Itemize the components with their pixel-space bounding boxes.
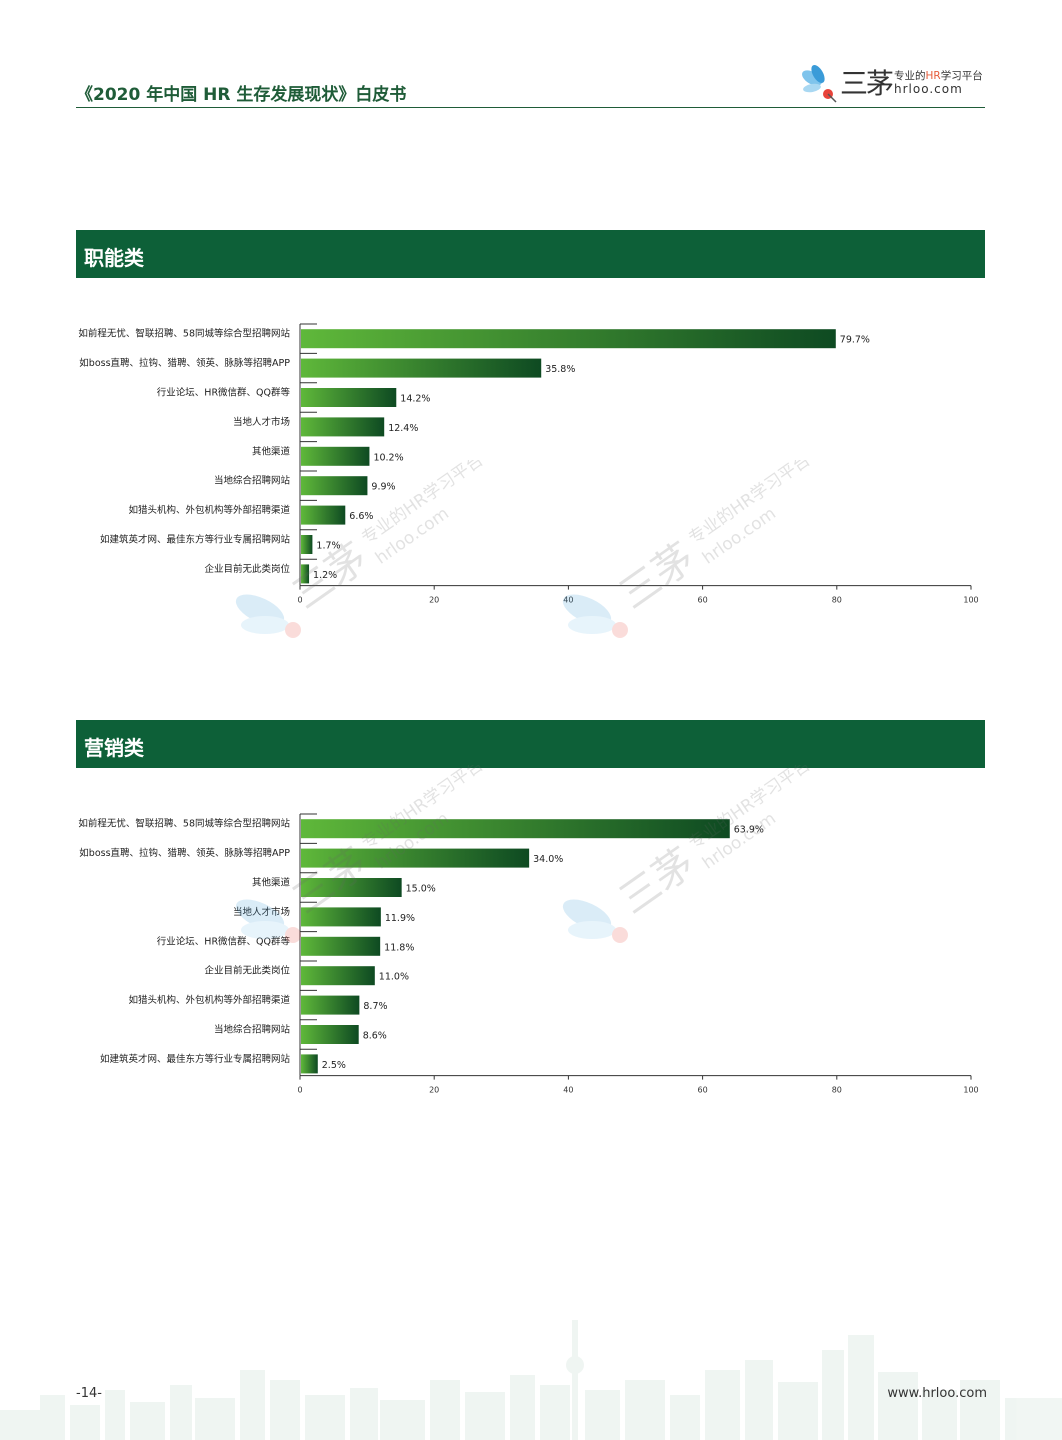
data-label: 35.8% (545, 364, 575, 375)
bar (301, 878, 402, 897)
bar (301, 966, 375, 986)
bar (301, 936, 381, 956)
category-label: 如建筑英才网、最佳东方等行业专属招聘网站 (100, 1053, 291, 1065)
x-tick-label: 40 (563, 1086, 573, 1095)
section-title: 营销类 (84, 736, 144, 760)
category-label: 如boss直聘、拉钩、猎聘、领英、脉脉等招聘APP (79, 357, 290, 369)
bar (301, 388, 397, 407)
data-label: 11.8% (384, 942, 414, 953)
x-tick-label: 100 (963, 596, 978, 605)
category-label: 企业目前无此类岗位 (204, 965, 290, 977)
x-tick-label: 60 (698, 1086, 708, 1095)
x-tick-label: 0 (297, 1086, 302, 1095)
brand-logo: 三茅 专业的HR学习平台 hrloo.com (798, 60, 988, 104)
section-header-marketing: 营销类 (76, 720, 985, 768)
chart-functional: 0 20 40 60 80 100 如前程无忧、智联招聘、58同城等综合型招聘网站 79.7%… (78, 323, 979, 605)
bar (301, 476, 368, 496)
city-skyline-decoration (0, 1320, 1062, 1440)
data-label: 12.4% (388, 423, 418, 434)
category-label: 如boss直聘、拉钩、猎聘、领英、脉脉等招聘APP (79, 847, 290, 859)
category-label: 如猎头机构、外包机构等外部招聘渠道 (128, 994, 290, 1006)
category-label: 如前程无忧、智联招聘、58同城等综合型招聘网站 (78, 818, 290, 830)
category-label: 如猎头机构、外包机构等外部招聘渠道 (128, 504, 290, 516)
category-label: 当地人才市场 (233, 906, 290, 918)
category-label: 如建筑英才网、最佳东方等行业专属招聘网站 (100, 534, 291, 546)
chart-marketing: 0 20 40 60 80 100 如前程无忧、智联招聘、58同城等综合型招聘网站 63.9%… (78, 813, 979, 1095)
data-label: 11.9% (385, 913, 415, 924)
data-label: 10.2% (373, 452, 403, 463)
category-label: 行业论坛、HR微信群、QQ群等 (157, 935, 291, 947)
bar (301, 417, 385, 437)
logo-tagline: 专业的HR学习平台 (894, 70, 983, 82)
document-title: 《2020 年中国 HR 生存发展现状》白皮书 (76, 85, 407, 105)
data-label: 9.9% (371, 482, 395, 493)
dragonfly-logo-icon (802, 64, 837, 103)
x-tick-label: 20 (429, 1086, 439, 1095)
data-label: 6.6% (349, 511, 373, 522)
bar (301, 1054, 318, 1074)
bar (301, 564, 310, 584)
bar (301, 907, 381, 927)
footer-url: www.hrloo.com (887, 1386, 987, 1401)
bar (301, 535, 313, 554)
section-title: 职能类 (84, 246, 144, 270)
data-label: 79.7% (840, 335, 870, 346)
logo-site: hrloo.com (894, 82, 963, 96)
bar (301, 848, 530, 868)
x-tick-label: 40 (563, 596, 573, 605)
data-label: 2.5% (322, 1060, 346, 1071)
data-label: 8.7% (363, 1001, 387, 1012)
data-label: 15.0% (406, 884, 436, 895)
header-divider (76, 107, 985, 108)
bar (301, 819, 730, 839)
logo-brand: 三茅 (840, 67, 894, 100)
bar (301, 358, 542, 378)
category-label: 其他渠道 (252, 877, 291, 889)
bar (301, 995, 360, 1015)
category-label: 行业论坛、HR微信群、QQ群等 (157, 387, 291, 399)
x-tick-label: 20 (429, 596, 439, 605)
data-label: 1.2% (313, 570, 337, 581)
bar (301, 505, 346, 525)
x-tick-label: 100 (963, 1086, 978, 1095)
category-label: 当地综合招聘网站 (214, 1024, 291, 1036)
data-label: 34.0% (533, 854, 563, 865)
bar (301, 1025, 359, 1044)
x-tick-label: 0 (297, 596, 302, 605)
data-label: 8.6% (363, 1031, 387, 1042)
category-label: 当地综合招聘网站 (214, 475, 291, 487)
x-tick-label: 80 (832, 596, 842, 605)
x-tick-label: 80 (832, 1086, 842, 1095)
data-label: 11.0% (379, 972, 409, 983)
bar (301, 446, 370, 466)
category-label: 如前程无忧、智联招聘、58同城等综合型招聘网站 (78, 328, 290, 340)
section-header-functional: 职能类 (76, 230, 985, 278)
category-label: 其他渠道 (252, 445, 291, 457)
data-label: 14.2% (400, 394, 430, 405)
bar (301, 329, 836, 349)
category-label: 企业目前无此类岗位 (204, 563, 290, 575)
page-number: -14- (76, 1386, 102, 1401)
x-tick-label: 60 (698, 596, 708, 605)
data-label: 1.7% (316, 541, 340, 552)
category-label: 当地人才市场 (233, 416, 290, 428)
data-label: 63.9% (734, 825, 764, 836)
